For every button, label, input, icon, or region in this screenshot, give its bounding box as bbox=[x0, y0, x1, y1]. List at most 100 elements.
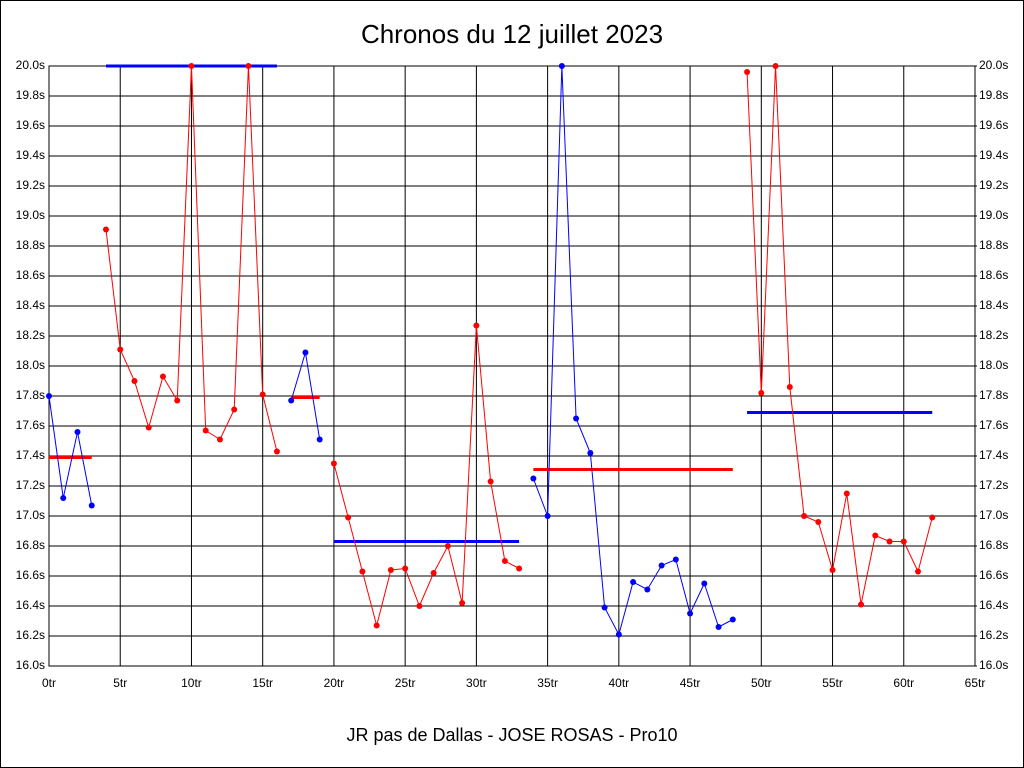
y2-tick-label: 19.4s bbox=[979, 148, 1008, 162]
point bbox=[60, 495, 67, 501]
point bbox=[516, 565, 523, 572]
point bbox=[145, 424, 152, 431]
y-tick-label: 18.2s bbox=[16, 328, 45, 342]
point bbox=[245, 63, 252, 69]
point bbox=[444, 543, 451, 549]
y2-tick-label: 16.8s bbox=[979, 538, 1008, 552]
point bbox=[174, 397, 181, 404]
point bbox=[872, 532, 879, 539]
y2-tick-label: 19.8s bbox=[979, 88, 1008, 102]
point bbox=[758, 390, 765, 396]
point bbox=[558, 63, 565, 69]
y2-tick-label: 18.6s bbox=[979, 268, 1008, 282]
point bbox=[131, 378, 138, 384]
point bbox=[715, 624, 722, 630]
x-tick-label: 0tr bbox=[42, 676, 56, 690]
y2-tick-label: 16.0s bbox=[979, 658, 1008, 672]
x-tick-label: 30tr bbox=[466, 676, 487, 690]
point bbox=[330, 460, 337, 467]
point bbox=[829, 567, 836, 573]
point bbox=[473, 322, 480, 329]
y2-tick-label: 18.0s bbox=[979, 358, 1008, 372]
point bbox=[544, 513, 551, 519]
point bbox=[615, 631, 622, 638]
y2-tick-label: 19.6s bbox=[979, 118, 1008, 132]
y2-tick-label: 16.2s bbox=[979, 628, 1008, 642]
point bbox=[744, 69, 751, 75]
point bbox=[288, 397, 295, 404]
y-tick-label: 16.0s bbox=[16, 658, 45, 672]
y-tick-label: 19.0s bbox=[16, 208, 45, 222]
point bbox=[843, 490, 850, 497]
y2-tick-label: 18.8s bbox=[979, 238, 1008, 252]
y2-tick-label: 19.0s bbox=[979, 208, 1008, 222]
y-tick-label: 19.2s bbox=[16, 178, 45, 192]
y-tick-label: 18.4s bbox=[16, 298, 45, 312]
chart-title: Chronos du 12 juillet 2023 bbox=[361, 19, 663, 49]
x-tick-label: 5tr bbox=[113, 676, 127, 690]
point bbox=[387, 567, 394, 573]
point bbox=[359, 568, 366, 575]
x-tick-label: 10tr bbox=[181, 676, 202, 690]
x-tick-label: 60tr bbox=[893, 676, 914, 690]
point bbox=[102, 226, 109, 233]
point bbox=[216, 436, 223, 443]
point bbox=[202, 427, 209, 434]
point bbox=[316, 436, 323, 443]
point bbox=[487, 478, 494, 485]
y2-tick-label: 17.6s bbox=[979, 418, 1008, 432]
point bbox=[630, 579, 637, 585]
y-tick-label: 16.6s bbox=[16, 568, 45, 582]
point bbox=[672, 556, 679, 563]
y-tick-label: 17.6s bbox=[16, 418, 45, 432]
x-tick-label: 45tr bbox=[680, 676, 701, 690]
y-tick-label: 16.2s bbox=[16, 628, 45, 642]
x-tick-label: 25tr bbox=[395, 676, 416, 690]
y2-tick-label: 17.2s bbox=[979, 478, 1008, 492]
y-tick-label: 16.4s bbox=[16, 598, 45, 612]
y2-tick-label: 16.4s bbox=[979, 598, 1008, 612]
point bbox=[259, 391, 266, 398]
point bbox=[815, 519, 822, 525]
point bbox=[772, 63, 779, 69]
series-line bbox=[48, 395, 93, 506]
point bbox=[915, 568, 922, 575]
point bbox=[587, 450, 594, 456]
x-tick-label: 20tr bbox=[324, 676, 345, 690]
point bbox=[729, 616, 736, 623]
series-line bbox=[333, 325, 520, 628]
x-tick-label: 65tr bbox=[965, 676, 986, 690]
point bbox=[801, 513, 808, 519]
point bbox=[601, 604, 608, 611]
y2-tick-label: 17.4s bbox=[979, 448, 1008, 462]
point bbox=[786, 384, 793, 390]
y2-tick-label: 17.0s bbox=[979, 508, 1008, 522]
y2-tick-label: 17.8s bbox=[979, 388, 1008, 402]
y-tick-label: 18.8s bbox=[16, 238, 45, 252]
x-axis-label: JR pas de Dallas - JOSE ROSAS - Pro10 bbox=[346, 725, 677, 745]
y-tick-label: 17.4s bbox=[16, 448, 45, 462]
y-tick-label: 18.6s bbox=[16, 268, 45, 282]
point bbox=[459, 600, 466, 606]
point bbox=[231, 406, 238, 413]
point bbox=[430, 570, 437, 576]
y-tick-label: 19.6s bbox=[16, 118, 45, 132]
point bbox=[88, 502, 95, 509]
point bbox=[530, 475, 537, 482]
point bbox=[573, 415, 580, 422]
point bbox=[658, 562, 665, 569]
point bbox=[929, 514, 936, 521]
y2-tick-label: 18.2s bbox=[979, 328, 1008, 342]
point bbox=[900, 538, 907, 545]
point bbox=[644, 586, 651, 593]
point bbox=[46, 393, 52, 399]
point bbox=[501, 558, 508, 564]
y2-tick-label: 18.4s bbox=[979, 298, 1008, 312]
point bbox=[345, 514, 352, 521]
y2-tick-label: 20.0s bbox=[979, 58, 1008, 72]
y-tick-label: 19.4s bbox=[16, 148, 45, 162]
y-tick-label: 17.2s bbox=[16, 478, 45, 492]
y-tick-label: 19.8s bbox=[16, 88, 45, 102]
point bbox=[858, 601, 865, 608]
